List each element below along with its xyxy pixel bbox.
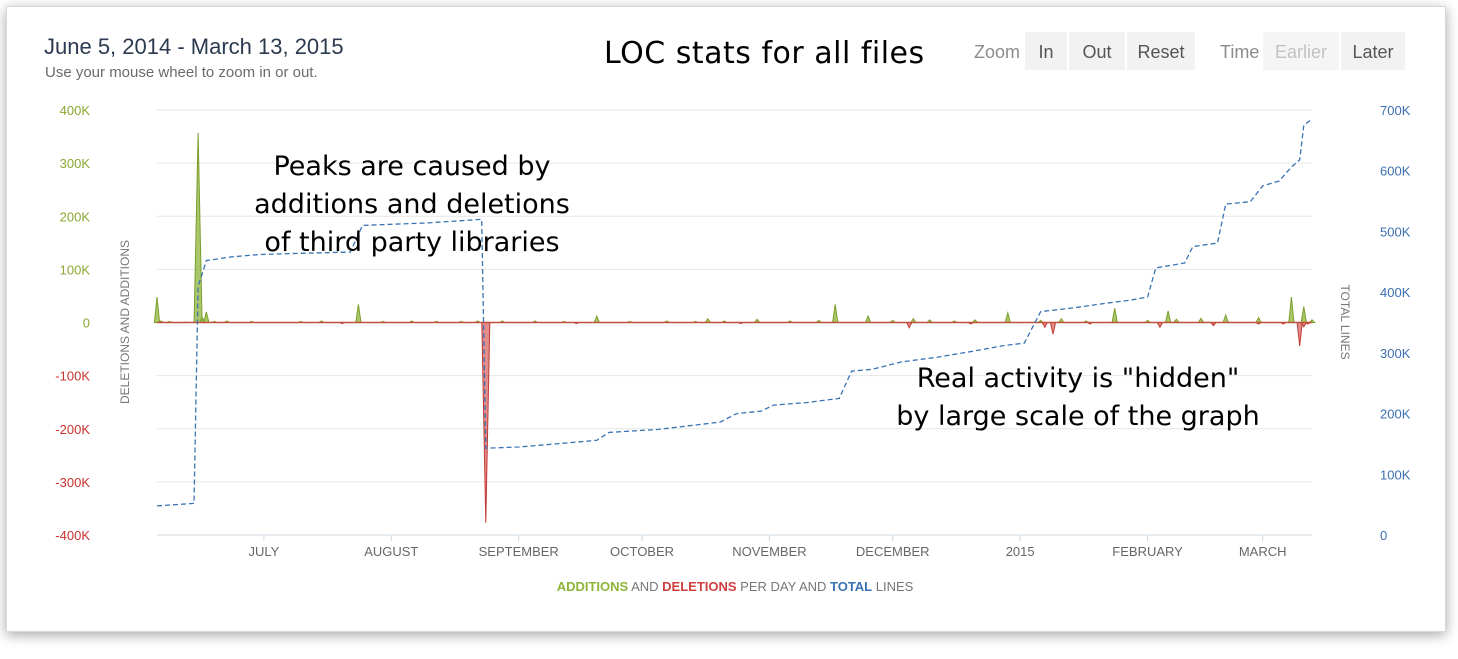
right-tick-label: 0 bbox=[1380, 528, 1387, 543]
x-tick-label: MARCH bbox=[1239, 544, 1287, 559]
zoom-hint: Use your mouse wheel to zoom in or out. bbox=[45, 64, 318, 81]
date-range-title: June 5, 2014 - March 13, 2015 bbox=[44, 34, 344, 59]
chart-title: LOC stats for all files bbox=[604, 36, 925, 71]
left-tick-label: 0 bbox=[83, 316, 90, 331]
zoom-in-button[interactable]: In bbox=[1025, 32, 1067, 70]
hidden-annotation-line: Real activity is "hidden" bbox=[916, 363, 1240, 394]
peaks-annotation-line: Peaks are caused by bbox=[273, 151, 551, 182]
x-tick-label: JULY bbox=[248, 544, 279, 559]
left-tick-label: 300K bbox=[60, 156, 91, 171]
time-earlier-button[interactable]: Earlier bbox=[1263, 32, 1339, 70]
left-axis: 400K 300K 200K 100K 0 -100K -200K -300K -400K bbox=[55, 103, 90, 543]
left-tick-label: 200K bbox=[60, 209, 91, 224]
left-tick-label: -400K bbox=[55, 528, 90, 543]
right-tick-label: 700K bbox=[1380, 103, 1411, 118]
legend-plain: LINES bbox=[872, 579, 914, 594]
zoom-reset-button[interactable]: Reset bbox=[1127, 32, 1195, 70]
legend-additions: ADDITIONS bbox=[557, 579, 629, 594]
legend-plain: PER DAY AND bbox=[737, 579, 830, 594]
left-tick-label: -200K bbox=[55, 422, 90, 437]
legend-total: TOTAL bbox=[830, 579, 872, 594]
x-tick-label: NOVEMBER bbox=[732, 544, 806, 559]
right-tick-label: 500K bbox=[1380, 224, 1411, 239]
left-tick-label: 100K bbox=[60, 262, 91, 277]
right-tick-label: 400K bbox=[1380, 285, 1411, 300]
x-tick-label: OCTOBER bbox=[610, 544, 674, 559]
x-tick-label: DECEMBER bbox=[856, 544, 930, 559]
hidden-annotation-line: by large scale of the graph bbox=[896, 401, 1260, 432]
right-axis-label: TOTAL LINES bbox=[1338, 284, 1352, 359]
right-axis: 700K 600K 500K 400K 300K 200K 100K 0 bbox=[1380, 103, 1411, 543]
left-tick-label: 400K bbox=[60, 103, 91, 118]
peaks-annotation: Peaks are caused by additions and deleti… bbox=[212, 148, 612, 262]
peaks-annotation-line: of third party libraries bbox=[264, 227, 560, 258]
zoom-label: Zoom bbox=[974, 42, 1021, 62]
right-tick-label: 100K bbox=[1380, 467, 1411, 482]
series-layer bbox=[153, 118, 1316, 523]
peaks-annotation-line: additions and deletions bbox=[254, 189, 570, 220]
right-tick-label: 600K bbox=[1380, 164, 1411, 179]
left-tick-label: -300K bbox=[55, 475, 90, 490]
x-tick-label: FEBRUARY bbox=[1112, 544, 1183, 559]
zoom-out-button[interactable]: Out bbox=[1069, 32, 1125, 70]
legend: ADDITIONS AND DELETIONS PER DAY AND TOTA… bbox=[557, 579, 914, 594]
left-tick-label: -100K bbox=[55, 369, 90, 384]
x-tick-label: 2015 bbox=[1006, 544, 1035, 559]
legend-plain: AND bbox=[628, 579, 662, 594]
legend-deletions: DELETIONS bbox=[662, 579, 737, 594]
x-tick-label: AUGUST bbox=[364, 544, 418, 559]
x-axis: JULY AUGUST SEPTEMBER OCTOBER NOVEMBER DECEMB… bbox=[157, 534, 1312, 559]
time-later-button[interactable]: Later bbox=[1341, 32, 1405, 70]
right-tick-label: 300K bbox=[1380, 346, 1411, 361]
x-tick-label: SEPTEMBER bbox=[479, 544, 559, 559]
total-lines-line bbox=[156, 118, 1313, 507]
right-tick-label: 200K bbox=[1380, 407, 1411, 422]
left-axis-label: DELETIONS AND ADDITIONS bbox=[118, 240, 132, 404]
time-label: Time bbox=[1220, 42, 1260, 62]
hidden-activity-annotation: Real activity is "hidden" by large scale… bbox=[858, 360, 1298, 436]
